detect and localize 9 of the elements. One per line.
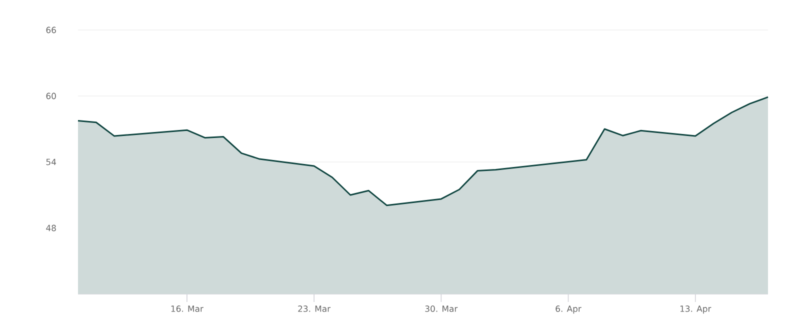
- y-tick-label: 60: [46, 92, 56, 100]
- x-tick-label: 30. Mar: [425, 306, 458, 312]
- y-tick-label: 66: [46, 26, 56, 34]
- x-tick-label: 6. Apr: [556, 306, 582, 314]
- x-tick-label: 23. Mar: [298, 306, 331, 312]
- y-tick-label: 48: [46, 224, 56, 232]
- x-tick-label: 13. Apr: [680, 306, 712, 314]
- y-tick-label: 54: [46, 158, 56, 166]
- x-tick-label: 16. Mar: [171, 306, 204, 312]
